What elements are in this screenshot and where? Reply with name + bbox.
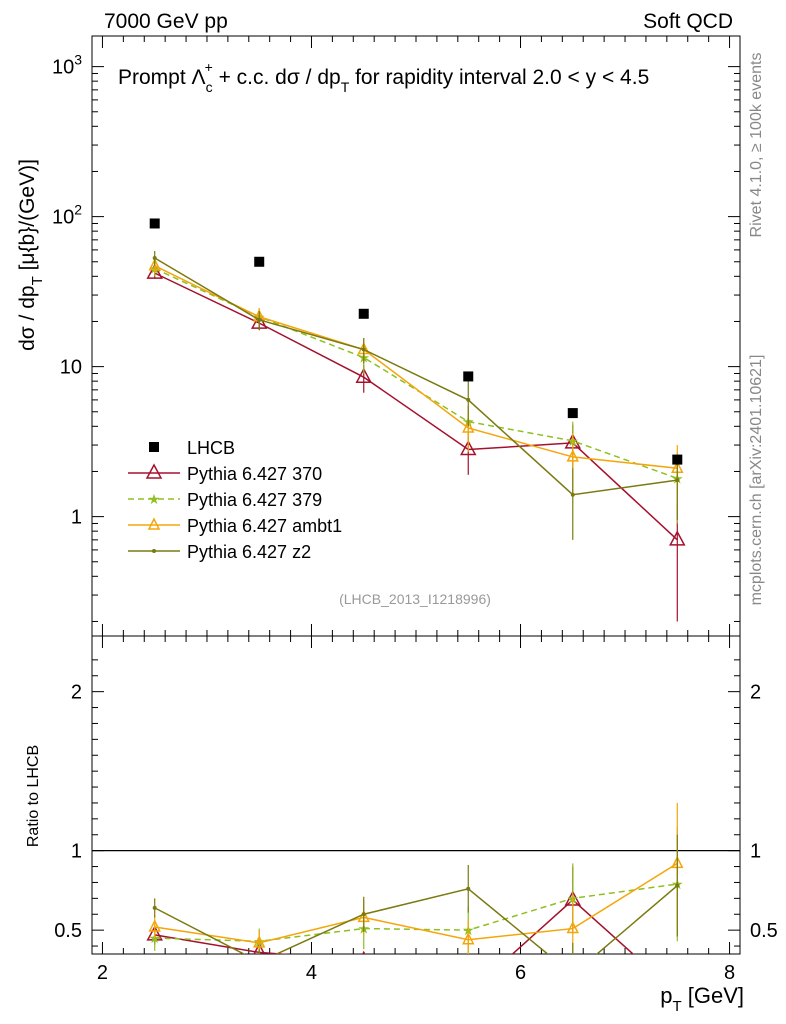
series-0-point <box>355 367 372 383</box>
reference-point <box>254 256 265 267</box>
series-3-ratio-point <box>571 973 575 977</box>
x-tick-label: 6 <box>515 962 526 984</box>
y-tick-label: 103 <box>52 52 82 79</box>
series-2-ratio-point <box>462 932 475 945</box>
series-2-ratio-line <box>154 862 678 944</box>
legend-label-2: Pythia 6.427 ambt1 <box>187 516 342 536</box>
legend-label-1: Pythia 6.427 379 <box>187 490 322 510</box>
reference-point <box>463 371 474 382</box>
series-3-ratio-point <box>466 886 471 891</box>
series-3-ratio-point <box>675 883 680 888</box>
series-2-point <box>566 449 579 462</box>
ratio-plot-data: ★★★★★★ <box>146 802 684 999</box>
legend-label-0: Pythia 6.427 370 <box>187 464 322 484</box>
y-tick-label: 1 <box>71 507 82 529</box>
ratio-tick-label-right: 2 <box>750 682 761 704</box>
main-plot-data: ★★★★★★ <box>146 218 686 622</box>
series-2-point <box>462 420 475 433</box>
series-0-point <box>669 530 686 546</box>
reference-point <box>358 308 369 319</box>
legend-label-3: Pythia 6.427 z2 <box>187 542 311 562</box>
y-tick-label: 10 <box>60 357 82 379</box>
x-tick-label: 4 <box>306 962 317 984</box>
ratio-tick-label: 0.5 <box>54 920 82 942</box>
legend-reference-label: LHCB <box>187 438 235 458</box>
series-1-ratio-line <box>154 883 678 943</box>
series-0-ratio-point <box>461 986 475 999</box>
series-3-point <box>257 317 262 322</box>
ratio-tick-label: 1 <box>71 841 82 863</box>
series-3-point <box>570 492 575 497</box>
ratio-tick-label: 2 <box>71 682 82 704</box>
reference-point <box>672 454 683 465</box>
series-2-point <box>148 258 161 271</box>
series-3-ratio-point <box>257 960 261 964</box>
rivet-version: Rivet 4.1.0, ≥ 100k events <box>748 53 765 238</box>
series-2-line <box>154 265 678 470</box>
series-3-point <box>675 478 680 483</box>
analysis-watermark: (LHCB_2013_I1218996) <box>339 591 491 607</box>
series-3-ratio-point <box>152 905 157 910</box>
series-0-ratio-line <box>154 898 635 954</box>
x-axis-label: pT [GeV] <box>660 983 744 1015</box>
ratio-plot-frame <box>91 635 741 955</box>
reference-point <box>149 218 160 229</box>
series-3-point <box>152 255 157 260</box>
series-3-line <box>154 257 678 496</box>
series-3-ratio-point <box>361 912 366 917</box>
ratio-tick-label-right: 1 <box>750 841 761 863</box>
legend-marker-1: ★ <box>148 491 161 507</box>
legend-marker-2 <box>147 517 161 530</box>
series-0-point <box>146 263 163 279</box>
x-tick-label: 8 <box>724 962 735 984</box>
series-2-ratio-point <box>253 935 266 948</box>
legend-marker-3 <box>152 549 156 553</box>
mcplots-credit: mcplots.cern.ch [arXiv:2401.10621] <box>748 355 765 606</box>
ratio-tick-label-right: 0.5 <box>750 920 778 942</box>
y-tick-label: 102 <box>52 202 82 229</box>
header-right: Soft QCD <box>643 10 733 33</box>
chart-title: Prompt Λc+ + c.c. dσ / dpT for rapidity … <box>118 59 649 95</box>
header-left: 7000 GeV pp <box>104 10 228 33</box>
reference-point <box>567 408 578 419</box>
series-3-ratio-line <box>154 885 678 954</box>
series-2-ratio-point <box>148 919 161 932</box>
x-tick-label: 2 <box>97 962 108 984</box>
series-3-point <box>361 347 366 352</box>
legend-reference-marker <box>149 442 159 452</box>
series-0-point <box>460 439 477 456</box>
series-2-ratio-point <box>566 920 579 934</box>
legend-marker-0 <box>145 463 163 479</box>
series-3-point <box>466 397 471 402</box>
series-0-ratio-point <box>253 942 266 954</box>
legend: LHCB Pythia 6.427 370 ★ Pythia 6.427 379 Pyt… <box>128 438 342 562</box>
y-axis-label: dσ / dpT [μ{b}/(GeV)] <box>16 159 46 351</box>
ratio-axis-label: Ratio to LHCB <box>25 745 42 847</box>
